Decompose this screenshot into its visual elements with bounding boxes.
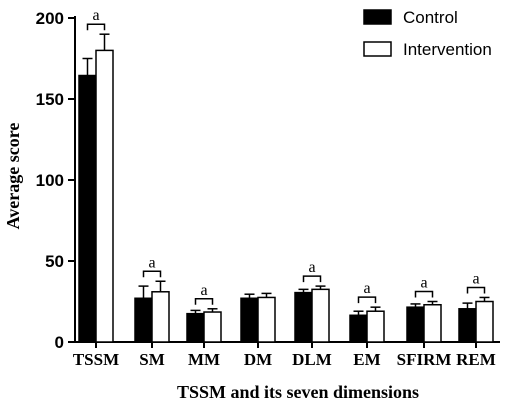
bar-control <box>186 312 205 343</box>
x-tick-label: SM <box>139 350 165 369</box>
y-tick-label: 0 <box>55 333 64 352</box>
legend-swatch-intervention <box>363 41 392 57</box>
significance-label: a <box>200 282 207 299</box>
significance-label: a <box>148 254 155 271</box>
x-tick-label: SFIRM <box>397 350 452 369</box>
significance-label: a <box>92 7 99 24</box>
x-axis: TSSM SM MM DM DLM EM SFIRM REM <box>73 341 500 369</box>
significance-bracket <box>414 290 434 298</box>
legend-label-control: Control <box>403 8 458 27</box>
bar-intervention <box>366 310 385 343</box>
x-tick-label: DM <box>244 350 272 369</box>
significance-markers: a a a a a a a <box>86 7 486 305</box>
significance-bracket <box>302 275 322 283</box>
bar-control <box>349 314 368 343</box>
bar-intervention <box>423 303 442 343</box>
bar-intervention <box>311 288 330 343</box>
y-axis: 0 50 100 150 200 <box>36 9 76 352</box>
significance-bracket <box>466 286 486 294</box>
significance-label: a <box>472 270 479 287</box>
significance-bracket <box>86 23 106 31</box>
significance-label: a <box>420 275 427 292</box>
bar-intervention <box>257 296 276 343</box>
y-tick-label: 150 <box>36 90 64 109</box>
bar-control <box>134 297 153 343</box>
x-axis-title: TSSM and its seven dimensions <box>177 382 419 402</box>
bar-control <box>458 308 477 343</box>
legend-swatch-control <box>363 9 392 25</box>
bar-control <box>406 306 425 343</box>
bar-intervention <box>95 49 114 343</box>
x-tick-label: MM <box>188 350 220 369</box>
bar-intervention <box>203 311 222 343</box>
bar-control <box>240 297 259 343</box>
significance-label: a <box>308 259 315 276</box>
y-tick-label: 100 <box>36 171 64 190</box>
bar-control <box>78 74 97 343</box>
legend: Control Intervention <box>363 8 492 59</box>
bar-intervention <box>151 291 170 343</box>
significance-bracket <box>142 270 162 278</box>
x-tick-label: EM <box>353 350 380 369</box>
x-tick-label: TSSM <box>73 350 119 369</box>
y-tick-label: 50 <box>45 252 64 271</box>
x-tick-label: DLM <box>292 350 332 369</box>
legend-label-intervention: Intervention <box>403 40 492 59</box>
y-tick-label: 200 <box>36 9 64 28</box>
significance-label: a <box>363 280 370 297</box>
error-bars <box>82 33 490 316</box>
bar-control <box>294 291 313 343</box>
bars <box>78 49 494 343</box>
bar-intervention <box>475 300 494 343</box>
y-axis-title: Average score <box>3 123 23 230</box>
significance-bracket <box>357 296 377 304</box>
x-tick-label: REM <box>456 350 496 369</box>
significance-bracket <box>194 298 214 305</box>
